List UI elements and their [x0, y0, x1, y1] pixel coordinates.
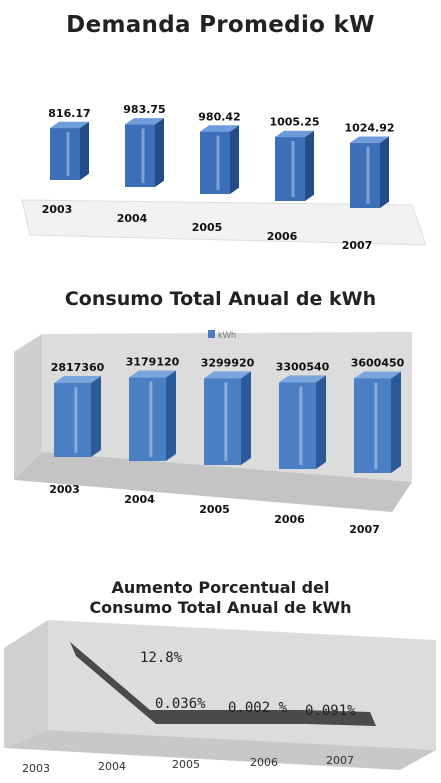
chart2-bar-top — [354, 371, 401, 379]
chart2-category-label: 2005 — [199, 503, 230, 516]
chart1-category-label: 2005 — [192, 221, 223, 234]
chart3-line-series — [70, 642, 376, 726]
chart1-bar — [350, 142, 380, 208]
chart1-category-label: 2007 — [342, 239, 373, 252]
chart2-bar — [204, 378, 241, 465]
chart2-legend-label: kWh — [218, 330, 236, 340]
chart1-data-label: 983.75 — [123, 103, 165, 116]
chart1-bar-top — [275, 130, 314, 138]
chart1-data-label: 1024.92 — [344, 121, 394, 134]
chart3-data-label: 0.091% — [305, 703, 356, 719]
chart2-plot: kWh 2817360 2003 3179120 2004 3299920 2005 330… — [14, 330, 412, 536]
chart1-data-label: 816.17 — [48, 107, 90, 120]
chart3-back-wall — [48, 620, 436, 750]
chart1-bar-side — [80, 121, 89, 180]
chart1-bar-side — [155, 118, 164, 187]
chart3-data-label: 0.036% — [155, 696, 206, 712]
chart2-bar — [129, 377, 166, 461]
chart2-title: Consumo Total Anual de kWh — [64, 288, 377, 310]
chart1-title: Demanda Promedio kW — [66, 12, 375, 38]
chart2-left-wall — [14, 334, 42, 480]
chart2-bar-side — [166, 370, 176, 461]
chart1-plot: 816.17 2003 983.75 2004 980.42 2005 1005.25 200… — [21, 103, 427, 252]
chart2-category-label: 2007 — [349, 523, 380, 536]
chart1-bar-highlight — [66, 132, 70, 176]
chart1-floor — [21, 199, 427, 246]
chart3-title-line2: Consumo Total Anual de kWh — [89, 598, 352, 617]
chart2-bar-top — [279, 375, 326, 383]
chart2-floor — [14, 452, 412, 512]
chart1-data-label: 1005.25 — [269, 116, 319, 129]
chart1-bar-highlight — [291, 141, 295, 197]
chart1-category-label: 2004 — [117, 212, 148, 225]
chart3-plot: 12.8% 0.036% 0.002 % 0.091% 2003 2004 2005 2006… — [4, 620, 436, 775]
chart1-bar-highlight — [141, 128, 145, 183]
chart1-bar — [50, 128, 80, 180]
chart2-bar-highlight — [224, 382, 228, 461]
chart2-bar-side — [91, 376, 101, 457]
chart3-category-label: 2004 — [98, 760, 126, 773]
chart1-bar-top — [200, 125, 239, 132]
chart1-bar-side — [230, 125, 239, 194]
chart3-category-label: 2005 — [172, 758, 200, 771]
chart1-bar — [125, 124, 155, 187]
chart2-bar-top — [54, 376, 101, 384]
chart2-category-label: 2004 — [124, 493, 155, 506]
chart1-category-label: 2006 — [267, 230, 298, 243]
chart2-data-label: 3300540 — [276, 360, 330, 373]
chart1-bar — [275, 137, 305, 201]
chart3-data-label: 12.8% — [140, 650, 183, 666]
chart2-bar — [354, 378, 391, 473]
chart2-bar-highlight — [74, 387, 78, 453]
chart3-title-line1: Aumento Porcentual del — [111, 578, 330, 597]
chart1-bar-side — [380, 136, 389, 208]
chart3-data-label: 0.002 % — [228, 700, 288, 716]
chart1-bar-top — [125, 118, 164, 125]
chart3-category-label: 2006 — [250, 756, 278, 769]
chart2-category-label: 2006 — [274, 513, 305, 526]
chart2-bar-side — [316, 375, 326, 469]
chart1-bar-highlight — [366, 146, 370, 204]
chart2-bar-side — [241, 371, 251, 465]
chart2-bar-side — [391, 371, 401, 473]
chart2-bar — [279, 382, 316, 469]
chart2-data-label: 2817360 — [51, 361, 105, 374]
chart1-bar-top — [350, 136, 389, 143]
chart3-floor — [4, 730, 436, 770]
chart2-bar-highlight — [374, 382, 378, 469]
chart1-data-label: 980.42 — [198, 110, 240, 123]
chart2-bar — [54, 383, 91, 457]
chart3-left-wall — [4, 620, 48, 748]
chart3-category-label: 2007 — [326, 754, 354, 767]
chart2-data-label: 3179120 — [126, 356, 180, 369]
chart1-bar-highlight — [216, 135, 220, 190]
chart2-data-label: 3600450 — [351, 356, 405, 369]
chart1-bar-top — [50, 121, 89, 129]
chart2-bar-highlight — [299, 386, 303, 465]
chart1-bar-side — [305, 130, 314, 201]
chart1-category-label: 2003 — [42, 203, 73, 216]
chart2-data-label: 3299920 — [201, 356, 255, 369]
chart3-category-label: 2003 — [22, 762, 50, 775]
chart2-bar-top — [129, 370, 176, 378]
chart1-bar — [200, 131, 230, 194]
chart2-legend-swatch — [208, 330, 215, 338]
chart2-bar-top — [204, 371, 251, 379]
chart2-bar-highlight — [149, 381, 153, 457]
chart2-category-label: 2003 — [49, 483, 80, 496]
